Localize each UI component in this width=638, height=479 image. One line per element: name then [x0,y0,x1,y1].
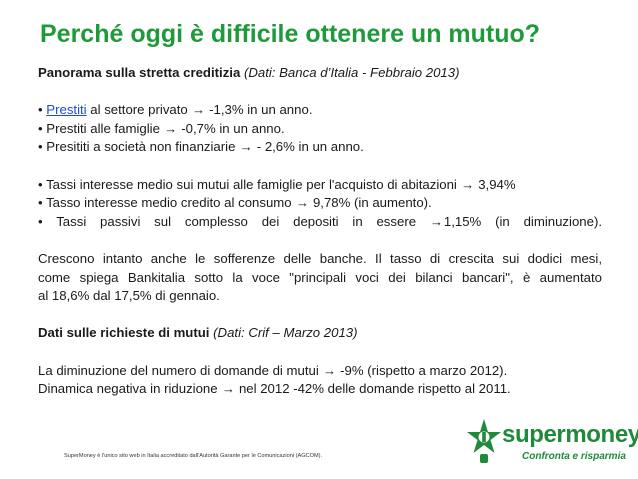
list-item-text: al settore privato [86,102,188,118]
stat-line: Dinamica negativa in riduzione → nel 201… [38,380,602,399]
stat-value: nel 2012 -42% delle domande rispetto al … [235,381,511,397]
list-item-text: Presititi a società non finanziarie [46,139,236,155]
list-item: • Tassi interesse medio sui mutui alle f… [38,176,602,195]
stat-text: Dinamica negativa in riduzione [38,381,218,397]
section-source: (Dati: Crif – Marzo 2013) [213,325,358,341]
bullet-icon: • [38,195,43,211]
list-item-value: 9,78% (in aumento). [309,195,432,211]
section-heading-credit: Panorama sulla stretta creditizia (Dati:… [38,64,602,83]
bullet-icon: • [38,176,43,192]
paragraph-line: al 18,6% dal 17,5% di gennaio. [38,288,220,304]
section-source: (Dati: Banca d’Italia - Febbraio 2013) [243,65,460,80]
supermoney-logo: supermoney Confronta e risparmia [466,418,638,468]
arrow-right-icon: → [221,381,235,397]
bullet-icon: • [38,102,43,118]
arrow-right-icon: → [429,213,444,229]
list-item-value: 3,94% [474,176,516,192]
list-item-text: Tassi passivi sul complesso dei depositi… [56,213,417,229]
arrow-right-icon: → [322,362,337,378]
footer-note: SuperMoney è l'unico sito web in Italia … [64,453,323,459]
list-item: • Presititi a società non finanziarie → … [38,138,602,157]
list-item: • Tassi passivi sul complesso dei deposi… [38,213,602,232]
bullet-icon: • [38,213,43,229]
list-item-text: Tasso interesse medio credito al consumo [46,195,292,211]
arrow-right-icon: → [460,176,475,192]
arrow-right-icon: → [163,120,178,136]
list-item-text: Prestiti alle famiglie [46,120,160,136]
list-item: • Prestiti alle famiglie → -0,7% in un a… [38,120,602,139]
bullet-icon: • [38,120,43,136]
list-item-value: -0,7% in un anno. [177,120,285,136]
arrow-right-icon: → [239,139,253,155]
list-item: • Prestiti al settore privato → -1,3% in… [38,101,602,120]
section-heading-label: Panorama sulla stretta creditizia [38,65,241,80]
stat-line: La diminuzione del numero di domande di … [38,362,602,381]
prestiti-link[interactable]: Prestiti [46,102,87,118]
stat-text: La diminuzione del numero di domande di … [38,362,319,378]
logo-name: supermoney [502,421,638,448]
arrow-right-icon: → [295,195,309,211]
stat-value: -9% (rispetto a marzo 2012). [336,362,508,378]
arrow-right-icon: → [191,102,206,118]
list-item-value: -1,3% in un anno. [205,102,313,118]
list-item-value: 1,15% (in diminuzione). [443,213,602,229]
paragraph-line: Crescono intanto anche le sofferenze del… [38,250,602,266]
star-logo-icon [467,419,501,463]
section-heading-label: Dati sulle richieste di mutui [38,325,210,341]
logo-tagline: Confronta e risparmia [522,451,626,462]
list-item-value: - 2,6% in un anno. [253,139,364,155]
paragraph-line: come spiega Bankitalia sotto la voce "pr… [38,269,602,285]
section-heading-requests: Dati sulle richieste di mutui (Dati: Cri… [38,324,602,343]
bullet-icon: • [38,139,43,155]
list-item: • Tasso interesse medio credito al consu… [38,194,602,213]
list-item-text: Tassi interesse medio sui mutui alle fam… [46,176,457,192]
page-title: Perché oggi è difficile ottenere un mutu… [40,20,541,48]
slide-content: Panorama sulla stretta creditizia (Dati:… [38,64,602,399]
